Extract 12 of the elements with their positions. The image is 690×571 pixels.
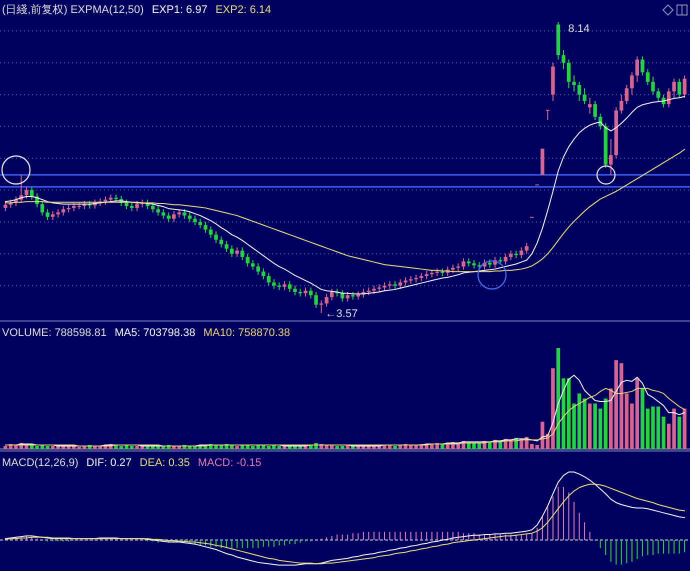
text: EXP1: 6.97 — [152, 4, 208, 16]
text: MA10: 758870.38 — [203, 327, 290, 339]
chart-title: (日綫,前复权) EXPMA(12,50) — [2, 3, 144, 16]
chart-title: VOLUME: 788598.81 — [2, 327, 107, 339]
annotation: 8.14 — [568, 23, 590, 35]
chart-title: MACD(12,26,9) — [2, 457, 78, 469]
text: DIF: 0.27 — [86, 457, 132, 469]
text: MACD: -0.15 — [198, 457, 262, 469]
text: MA5: 703798.38 — [114, 327, 196, 339]
text: DEA: 0.35 — [140, 457, 190, 469]
text: EXP2: 6.14 — [215, 4, 272, 16]
annotation: ←3.57 — [325, 308, 358, 320]
